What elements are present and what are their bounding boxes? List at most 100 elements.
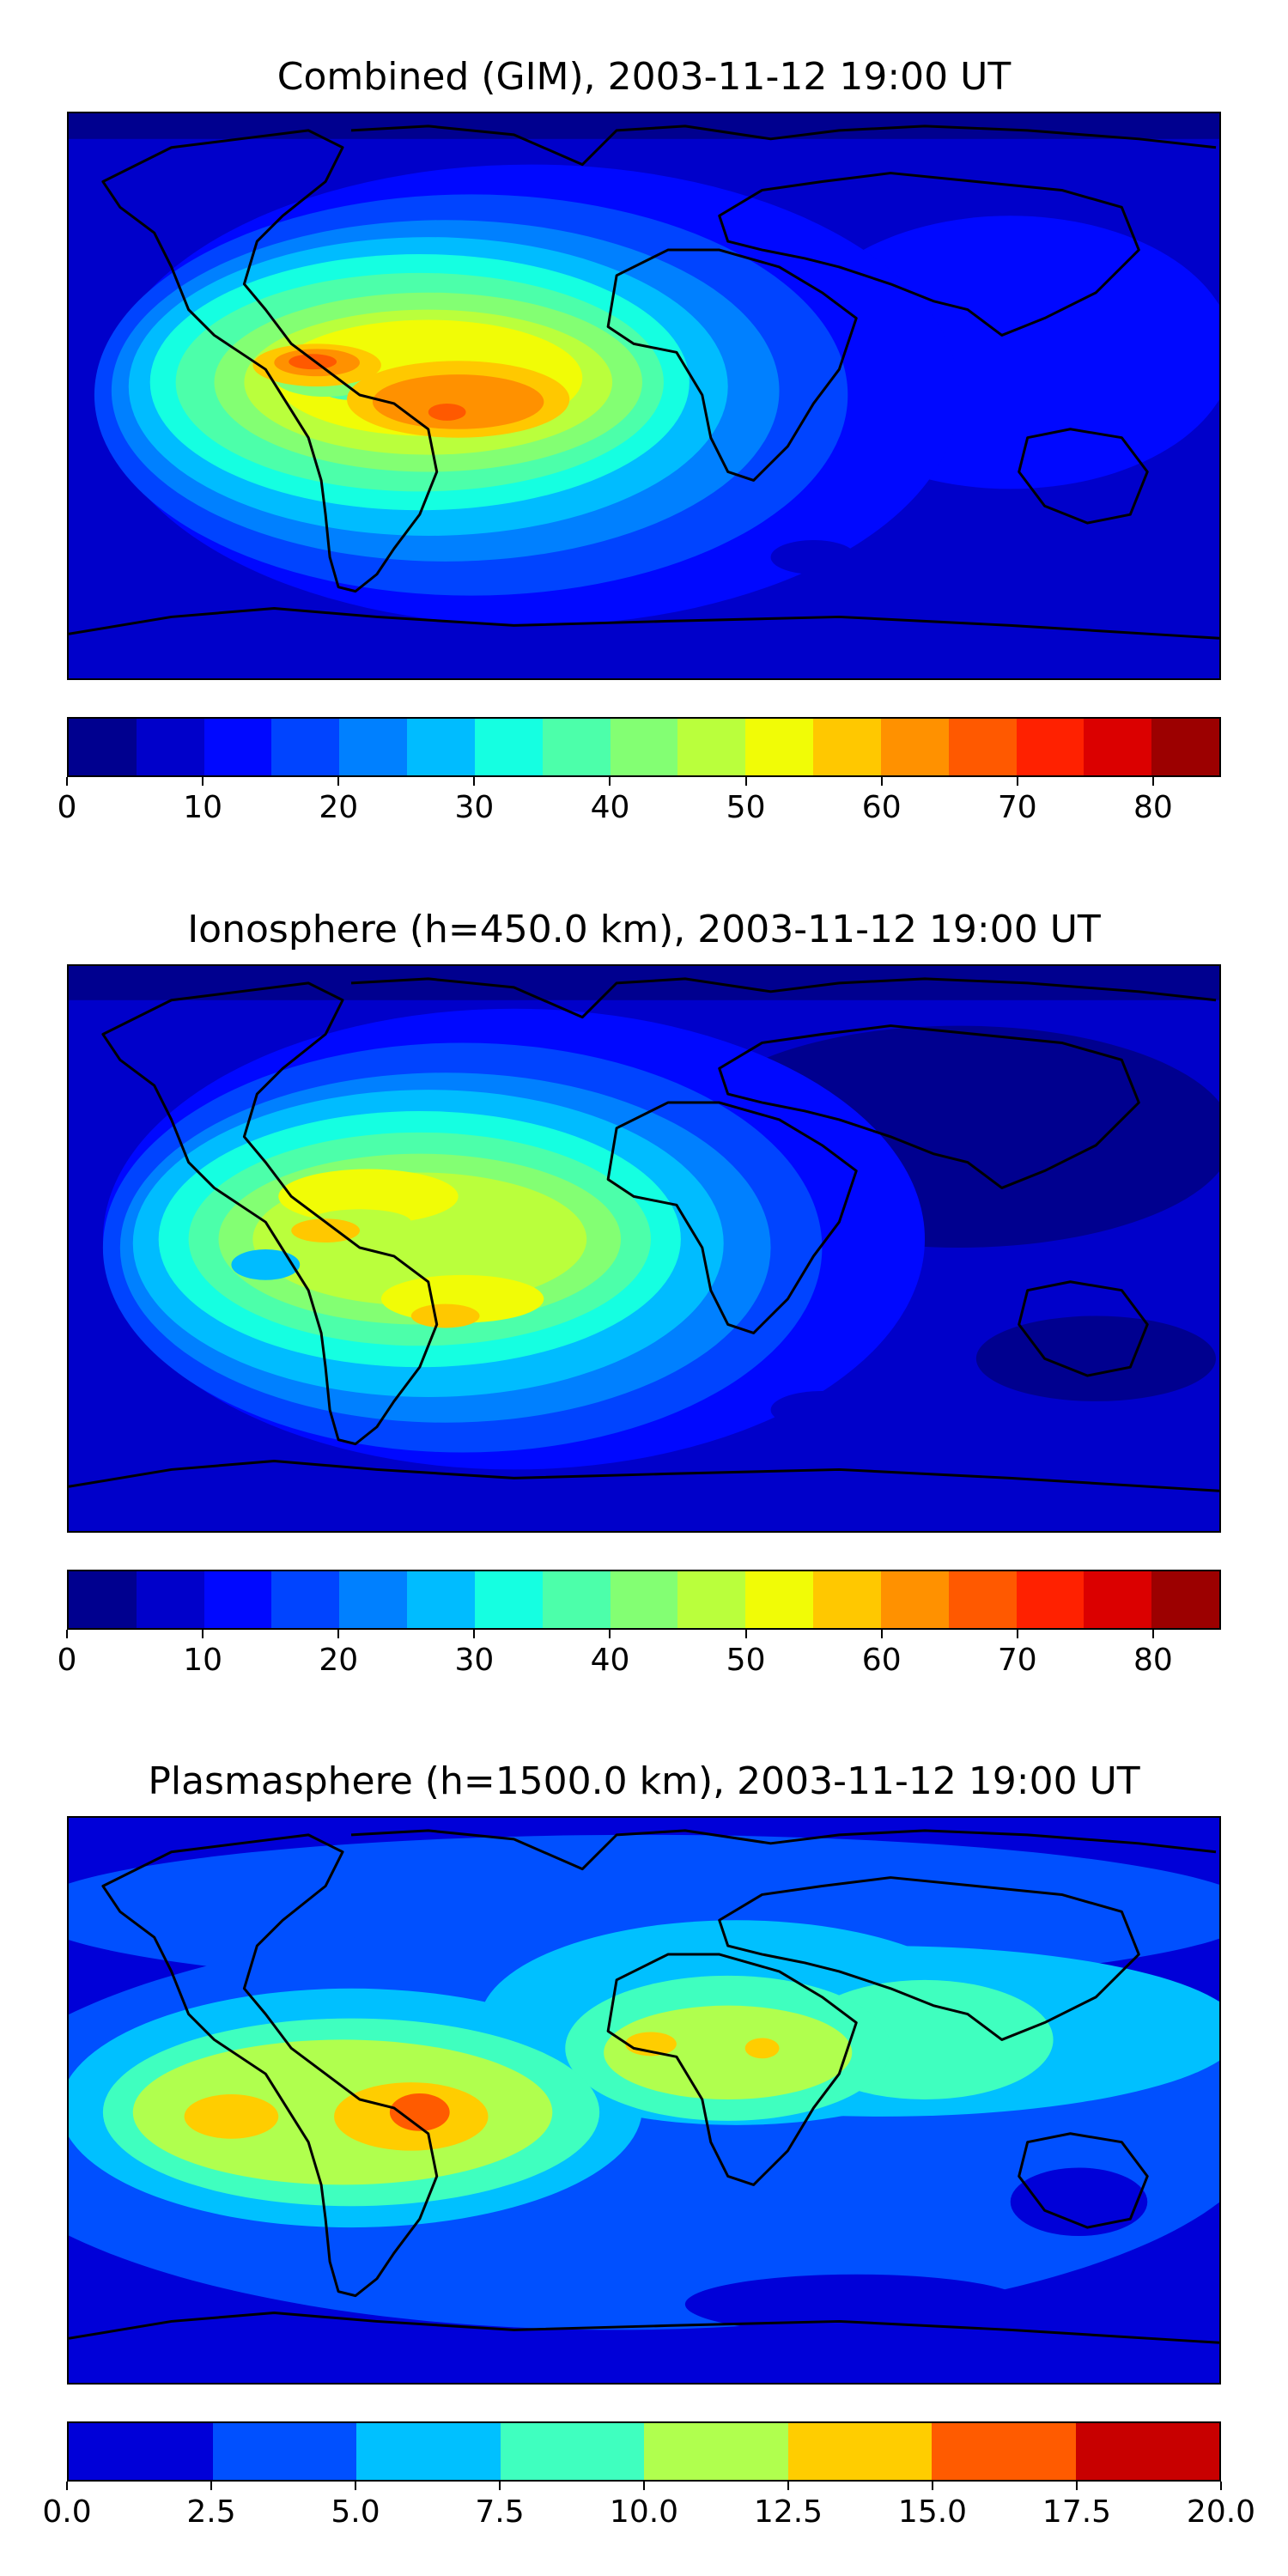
- tick-mark: [1076, 2482, 1078, 2490]
- tick-label: 70: [997, 790, 1037, 825]
- colorbar-segment: [677, 719, 746, 775]
- tick-mark: [337, 777, 340, 786]
- tick-mark: [1151, 777, 1154, 786]
- colorbar-plasmasphere: [67, 2421, 1221, 2482]
- tec-map-combined: [67, 112, 1221, 680]
- colorbar-segment: [500, 2423, 644, 2480]
- tick-label: 20: [319, 790, 359, 825]
- tick-label: 60: [861, 1643, 902, 1678]
- colorbar-segment: [204, 719, 272, 775]
- tick-label: 50: [726, 1643, 766, 1678]
- colorbar-segment: [542, 1571, 611, 1628]
- colorbar-segment: [880, 1571, 949, 1628]
- panel-title-plasmasphere: Plasmasphere (h=1500.0 km), 2003-11-12 1…: [148, 1759, 1140, 1803]
- colorbar-segment: [271, 1571, 340, 1628]
- tick-mark: [932, 2482, 933, 2490]
- tick-mark: [66, 777, 68, 786]
- colorbar-segment: [356, 2423, 501, 2480]
- tick-label: 0.0: [42, 2494, 92, 2530]
- tick-mark: [202, 1630, 204, 1638]
- colorbar-segment: [212, 2423, 356, 2480]
- colorbar-ionosphere: [67, 1570, 1221, 1630]
- colorbar-segment: [1075, 2423, 1219, 2480]
- colorbar-segment: [69, 2423, 213, 2480]
- colorbar-segment: [136, 719, 204, 775]
- colorbar-segment: [745, 1571, 814, 1628]
- colorbar-segment: [948, 719, 1017, 775]
- colorbar-combined: [67, 717, 1221, 777]
- tick-mark: [499, 2482, 501, 2490]
- colorbar-segment: [542, 719, 611, 775]
- colorbar-segment: [610, 1571, 678, 1628]
- tick-mark: [609, 777, 611, 786]
- colorbar-segment: [339, 1571, 408, 1628]
- tick-mark: [880, 777, 883, 786]
- colorbar-segment: [1016, 1571, 1084, 1628]
- tick-mark: [210, 2482, 212, 2490]
- tick-mark: [473, 777, 476, 786]
- colorbar-segment: [745, 719, 814, 775]
- tick-label: 0: [57, 1643, 77, 1678]
- tick-label: 10: [183, 1643, 223, 1678]
- tec-map-plasmasphere: [67, 1816, 1221, 2385]
- tick-mark: [643, 2482, 645, 2490]
- tick-mark: [473, 1630, 476, 1638]
- tick-label: 2.5: [186, 2494, 236, 2530]
- colorbar-segment: [204, 1571, 272, 1628]
- tick-label: 50: [726, 790, 766, 825]
- colorbar-segment: [677, 1571, 746, 1628]
- colorbar-segment: [271, 719, 340, 775]
- tick-label: 15.0: [897, 2494, 968, 2530]
- colorbar-segment: [69, 719, 137, 775]
- tick-mark: [337, 1630, 340, 1638]
- colorbar-segment: [69, 1571, 137, 1628]
- tick-label: 10.0: [609, 2494, 679, 2530]
- colorbar-segment: [813, 719, 881, 775]
- tick-label: 30: [454, 790, 495, 825]
- panel-title-ionosphere: Ionosphere (h=450.0 km), 2003-11-12 19:0…: [187, 908, 1101, 951]
- tick-mark: [202, 777, 204, 786]
- colorbar-segment: [610, 719, 678, 775]
- colorbar-segment: [407, 719, 475, 775]
- tick-mark: [744, 1630, 747, 1638]
- tec-map-ionosphere: [67, 964, 1221, 1533]
- colorbar-segment: [136, 1571, 204, 1628]
- colorbar-segment: [1016, 719, 1084, 775]
- tick-label: 20.0: [1186, 2494, 1256, 2530]
- tick-label: 40: [590, 1643, 630, 1678]
- tick-label: 30: [454, 1643, 495, 1678]
- tick-mark: [66, 2482, 68, 2490]
- tick-mark: [66, 1630, 68, 1638]
- tick-label: 20: [319, 1643, 359, 1678]
- colorbar-segment: [339, 719, 408, 775]
- tick-label: 40: [590, 790, 630, 825]
- tick-label: 70: [997, 1643, 1037, 1678]
- tick-mark: [1016, 1630, 1018, 1638]
- colorbar-segment: [880, 719, 949, 775]
- tick-mark: [880, 1630, 883, 1638]
- tick-mark: [1016, 777, 1018, 786]
- colorbar-segment: [644, 2423, 788, 2480]
- panel-title-combined: Combined (GIM), 2003-11-12 19:00 UT: [276, 55, 1012, 99]
- tick-label: 17.5: [1042, 2494, 1112, 2530]
- tick-label: 60: [861, 790, 902, 825]
- tick-label: 7.5: [475, 2494, 525, 2530]
- tick-mark: [1220, 2482, 1222, 2490]
- colorbar-segment: [474, 719, 543, 775]
- colorbar-segment: [787, 2423, 932, 2480]
- tick-mark: [787, 2482, 789, 2490]
- tick-label: 12.5: [753, 2494, 823, 2530]
- colorbar-segment: [474, 1571, 543, 1628]
- tick-label: 80: [1133, 790, 1173, 825]
- colorbar-segment: [1151, 1571, 1220, 1628]
- colorbar-segment: [1151, 719, 1220, 775]
- tick-label: 10: [183, 790, 223, 825]
- tick-mark: [744, 777, 747, 786]
- colorbar-segment: [1084, 719, 1152, 775]
- colorbar-segment: [932, 2423, 1076, 2480]
- colorbar-segment: [813, 1571, 881, 1628]
- colorbar-segment: [407, 1571, 475, 1628]
- tick-label: 0: [57, 790, 77, 825]
- tick-mark: [355, 2482, 356, 2490]
- tick-mark: [1151, 1630, 1154, 1638]
